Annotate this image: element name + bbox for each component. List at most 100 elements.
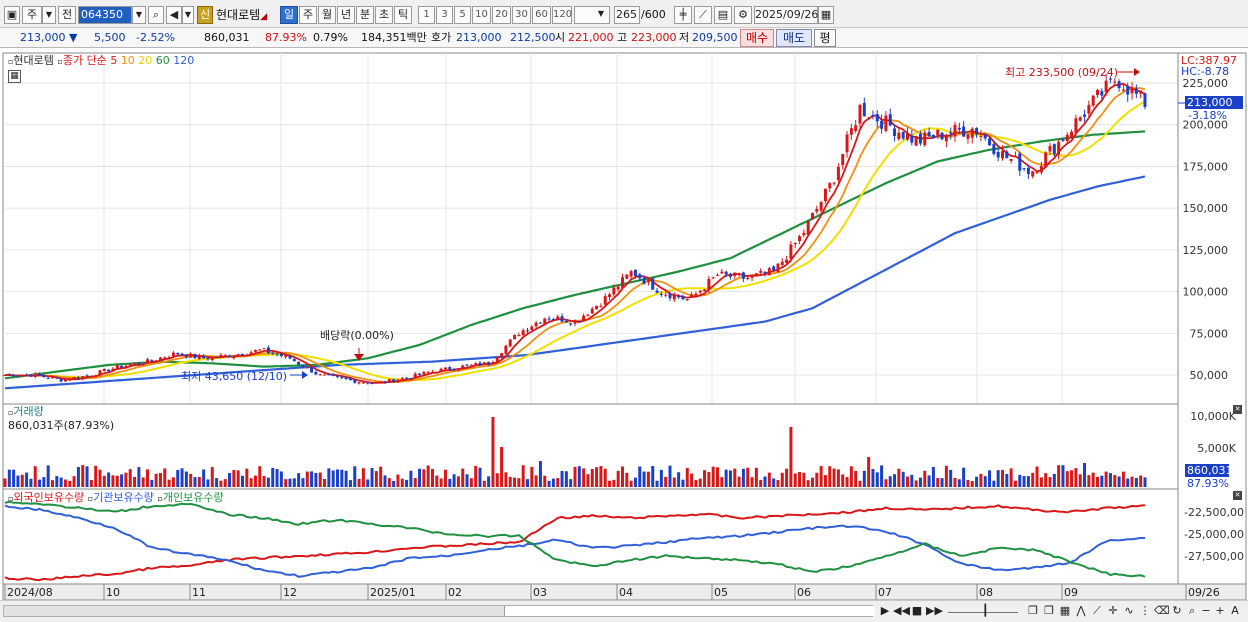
volume-bar [1108, 473, 1112, 487]
volume-bar [344, 470, 348, 487]
fast-forward-icon[interactable]: ▶▶ [926, 604, 943, 617]
ma-legend-item: 120 [169, 54, 195, 67]
zoom-slider[interactable]: ┃ [948, 604, 1018, 617]
chevron-down-icon[interactable]: ▼ [597, 9, 605, 18]
zoom-slider-handle[interactable]: ┃ [982, 604, 989, 617]
volume-bar [379, 466, 383, 487]
period-tick[interactable]: 틱 [394, 6, 412, 24]
period-second[interactable]: 초 [375, 6, 393, 24]
interval-30[interactable]: 30 [512, 6, 531, 24]
volume-bar [616, 470, 620, 487]
window-icon[interactable]: ❐ [1028, 604, 1038, 617]
volume-bar [880, 465, 884, 487]
interval-label: 120 [553, 9, 573, 20]
stock-code-input[interactable]: 064350 [78, 6, 132, 24]
volume-bar [51, 480, 54, 487]
candle-body [262, 348, 266, 350]
stop-icon[interactable]: ■ [911, 604, 923, 617]
grid-icon[interactable]: ▦ [1059, 604, 1071, 617]
volume-bar [1130, 476, 1134, 487]
volume-bar [439, 478, 443, 487]
period-month[interactable]: 월 [318, 6, 336, 24]
period-week[interactable]: 주 [299, 6, 317, 24]
play-icon[interactable]: ▶ [880, 604, 890, 617]
volume-bar [750, 477, 754, 487]
candle-body [232, 356, 236, 359]
volume-panel-close-icon[interactable]: ✕ [1233, 405, 1242, 414]
volume-bar [245, 468, 249, 487]
interval-20[interactable]: 20 [492, 6, 511, 24]
x-tick-label: 05 [714, 586, 728, 599]
grid-toggle-icon[interactable]: ▦ [8, 70, 21, 83]
chevron-down-icon[interactable]: ▼ [132, 6, 146, 24]
chevron-down-icon[interactable]: ▼ [182, 6, 194, 24]
erase-icon[interactable]: ⌫ [1154, 604, 1170, 617]
period-year[interactable]: 년 [337, 6, 355, 24]
candle-body [694, 293, 698, 296]
period-minute[interactable]: 분 [356, 6, 374, 24]
interval-3[interactable]: 3 [436, 6, 453, 24]
candle-body [884, 115, 888, 131]
gear-icon[interactable]: ⚙ [734, 6, 752, 24]
count-input[interactable]: 265 [614, 6, 640, 24]
interval-60[interactable]: 60 [532, 6, 551, 24]
sell-button[interactable]: 매도 [776, 29, 812, 47]
ma-legend-item: 10 [117, 54, 135, 67]
interval-10[interactable]: 10 [472, 6, 491, 24]
volume-bar [228, 473, 232, 487]
candle-body [292, 358, 296, 362]
candle-body [508, 339, 512, 347]
holding-panel-close-icon[interactable]: ✕ [1233, 491, 1242, 500]
interval-1[interactable]: 1 [418, 6, 435, 24]
zoom-in-icon[interactable]: + [1215, 604, 1225, 617]
interval-input[interactable] [574, 6, 610, 24]
volume-bar [547, 480, 551, 487]
rewind-icon[interactable]: ◀◀ [893, 604, 910, 617]
high-label-text: 고 [617, 31, 628, 44]
candle-body [431, 371, 434, 373]
market-select-label: 주 [26, 8, 38, 21]
fibonacci-icon[interactable]: ⋮ [1139, 604, 1151, 617]
candle-body [314, 371, 318, 375]
candle-body [366, 382, 370, 384]
dividend-marker-label: 배당락(0.00%) [320, 329, 394, 342]
interval-5[interactable]: 5 [454, 6, 471, 24]
copy-icon[interactable]: ❐ [1044, 604, 1054, 617]
wave-icon[interactable]: ∿ [1124, 604, 1134, 617]
volume-bar [538, 461, 542, 487]
draw-tool-icon[interactable]: ⟋ [694, 6, 712, 24]
line-chart-icon[interactable]: ⋀ [1076, 604, 1086, 617]
candle-body [586, 314, 590, 316]
buy-button[interactable]: 매수 [740, 29, 774, 47]
font-size-icon[interactable]: A [1231, 604, 1239, 617]
search-icon[interactable]: ⌕ [1188, 604, 1196, 617]
trend-icon[interactable]: ⟋ [1093, 604, 1101, 617]
volume-bar [387, 478, 391, 487]
candle-body [94, 375, 98, 377]
candle-body [271, 353, 275, 355]
market-select[interactable]: 주 [22, 6, 42, 24]
refresh-icon[interactable]: ↻ [1172, 604, 1182, 617]
calendar-icon[interactable]: ▦ [818, 6, 834, 24]
scroll-track[interactable] [3, 605, 875, 617]
layout-icon[interactable]: ▣ [4, 6, 20, 24]
prev-button[interactable]: 전 [58, 6, 76, 24]
candle-type-icon[interactable]: ╪ [674, 6, 692, 24]
volume-bar [219, 480, 223, 487]
crosshair-icon[interactable]: ✛ [1108, 604, 1118, 617]
volume-bar [348, 480, 352, 487]
search-icon[interactable]: ⌕ [148, 6, 164, 24]
candle-body [1083, 114, 1087, 117]
save-icon[interactable]: ▤ [714, 6, 732, 24]
chart-area[interactable]: 225,000 200,000 175,000 150,000 125,000 100,0… [0, 48, 1248, 600]
speaker-icon[interactable]: ◀ [166, 6, 182, 24]
scroll-thumb[interactable] [504, 606, 875, 616]
volume-bar [746, 467, 750, 487]
interval-120[interactable]: 120 [552, 6, 572, 24]
chevron-down-icon[interactable]: ▼ [42, 6, 56, 24]
zoom-out-icon[interactable]: − [1201, 604, 1211, 617]
date-input[interactable]: 2025/09/26 [754, 6, 818, 24]
legend-box-icon: ▫ [8, 408, 14, 417]
period-day[interactable]: 일 [280, 6, 298, 24]
eval-button[interactable]: 평 [814, 29, 836, 47]
